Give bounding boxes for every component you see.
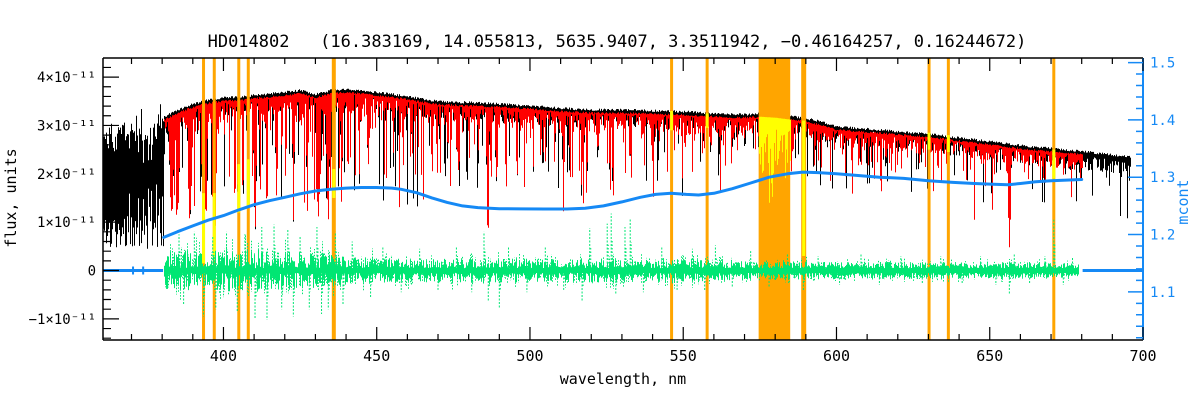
flux-tick-label: −1×10⁻¹¹ [29, 312, 96, 328]
mcont-tick-label: 1.1 [1150, 285, 1175, 301]
mask-line [705, 58, 709, 340]
mask-line [1052, 58, 1056, 340]
mask-line [670, 58, 674, 340]
wavelength-tick-label: 400 [210, 347, 237, 365]
wavelength-tick-label: 550 [670, 347, 697, 365]
residuals [164, 213, 1079, 320]
plot-title: HD014802 (16.383169, 14.055813, 5635.940… [208, 32, 1027, 52]
mcont-tick-label: 1.3 [1150, 170, 1175, 186]
wavelength-tick-label: 500 [516, 347, 543, 365]
residual-scatter [165, 235, 1076, 300]
mask-line [946, 58, 950, 340]
mask-band [758, 58, 791, 340]
residual-spikes-2 [179, 239, 1074, 298]
mcont-tick-label: 1.2 [1150, 228, 1175, 244]
right-axis-title: mcont [1174, 179, 1192, 224]
x-axis-title: wavelength, nm [560, 370, 686, 388]
flux-tick-label: 4×10⁻¹¹ [37, 70, 96, 86]
mask-line [927, 58, 931, 340]
blue-ticks [1128, 61, 1143, 339]
masked-band-spectrum [759, 116, 791, 203]
axis-frame [102, 57, 1143, 341]
mask-line [331, 58, 336, 340]
flux-tick-label: 3×10⁻¹¹ [37, 118, 96, 134]
wavelength-tick-label: 600 [823, 347, 850, 365]
residual-spikes [178, 213, 1073, 320]
plot-frame [102, 57, 1144, 341]
wavelength-tick-label: 650 [976, 347, 1003, 365]
tick-labels: 4×10⁻¹¹ 3×10⁻¹¹ 2×10⁻¹¹ 1×10⁻¹¹ 0 −1×10⁻¹¹ 1.1… [29, 56, 1176, 365]
left-axis-title: flux, units [2, 148, 20, 247]
wavelength-tick-label: 700 [1129, 347, 1156, 365]
flux-tick-label: 2×10⁻¹¹ [37, 167, 96, 183]
flux-tick-label: 1×10⁻¹¹ [37, 215, 96, 231]
mcont-tick-label: 1.5 [1150, 56, 1175, 72]
flux-tick-label: 0 [88, 264, 96, 280]
masked-spectrum-segments [202, 110, 1056, 264]
mcont-tick-label: 1.4 [1150, 113, 1175, 129]
black-ticks [103, 58, 1144, 340]
wavelength-tick-label: 450 [363, 347, 390, 365]
fit-spectrum [164, 92, 1083, 258]
residual-core [164, 249, 1079, 292]
fit-spectrum-path [164, 92, 1083, 258]
mcont-curve [162, 170, 1084, 239]
